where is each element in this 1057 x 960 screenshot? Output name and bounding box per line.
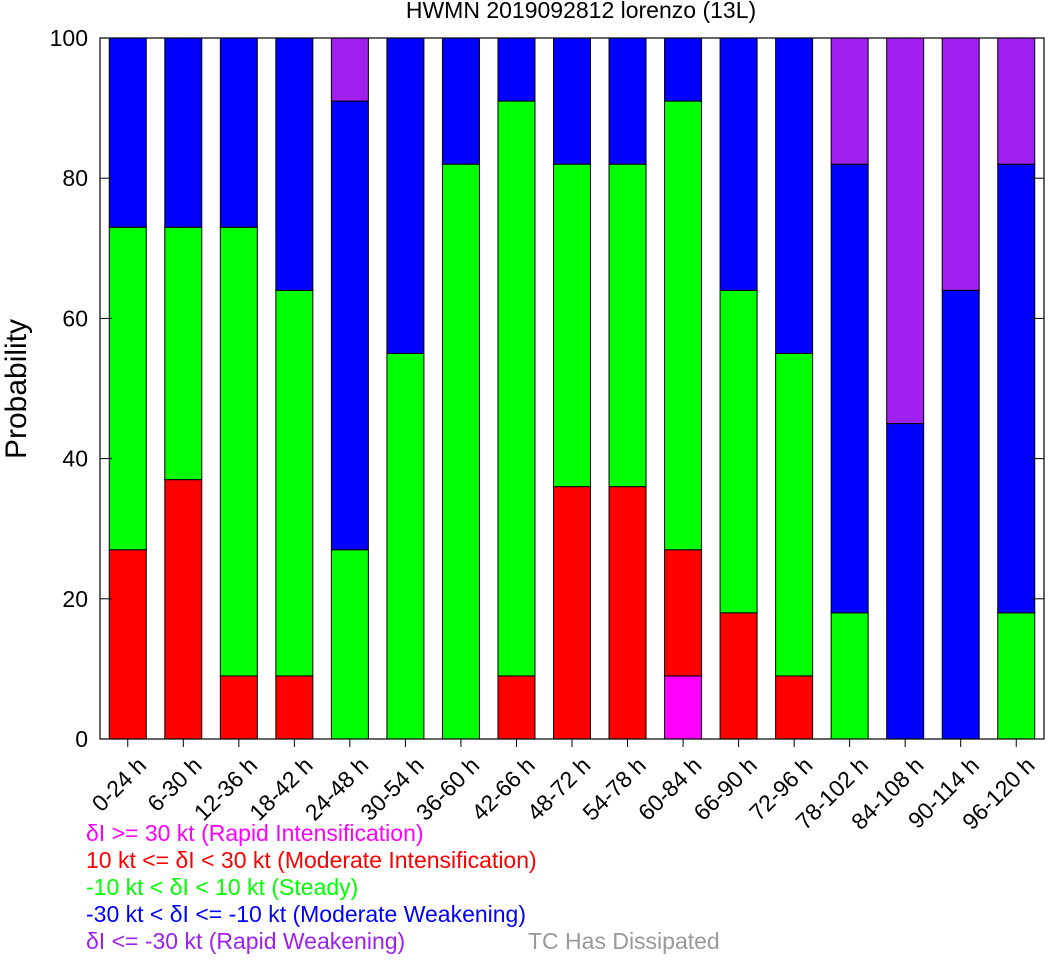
bar-segment-0-3 bbox=[108, 37, 147, 228]
bar-segment-9-1 bbox=[608, 486, 647, 740]
y-tick-label: 100 bbox=[50, 25, 88, 51]
bar-segment-10-2 bbox=[664, 100, 703, 551]
bar-segment-4-3 bbox=[330, 100, 369, 551]
bar-segment-8-3 bbox=[553, 37, 591, 165]
bar-segment-13-2 bbox=[830, 612, 869, 740]
x-tick-label: 0-24 h bbox=[87, 752, 152, 817]
legend-entry-0: δI >= 30 kt (Rapid Intensification) bbox=[86, 820, 424, 846]
bar-segment-4-2 bbox=[330, 549, 369, 740]
legend-entry-3: -30 kt < δI <= -10 kt (Moderate Weakenin… bbox=[86, 901, 527, 927]
legend: δI >= 30 kt (Rapid Intensification) 10 kt… bbox=[86, 820, 537, 955]
bar-segment-12-1 bbox=[775, 675, 814, 740]
bar-segment-4-4 bbox=[330, 37, 369, 102]
bar-segment-2-3 bbox=[219, 37, 258, 228]
bar-segment-14-4 bbox=[886, 37, 925, 425]
bar-segment-1-3 bbox=[164, 37, 203, 228]
legend-entry-4: δI <= -30 kt (Rapid Weakening) bbox=[86, 928, 406, 954]
bar-segment-2-2 bbox=[219, 226, 258, 677]
y-tick-label: 60 bbox=[62, 305, 88, 331]
bar-segment-0-1 bbox=[108, 549, 147, 740]
bar-segment-7-1 bbox=[497, 675, 536, 740]
bar-segment-5-2 bbox=[386, 352, 425, 740]
y-axis-label: Probability bbox=[0, 319, 33, 459]
y-tick-label: 80 bbox=[62, 165, 88, 191]
bar-segment-11-3 bbox=[719, 37, 758, 291]
bar-segment-5-3 bbox=[386, 37, 425, 354]
bar-segment-6-3 bbox=[441, 37, 480, 165]
legend-dissipated: TC Has Dissipated bbox=[528, 928, 720, 954]
bar-segment-16-4 bbox=[997, 37, 1036, 165]
bars-group bbox=[108, 37, 1036, 740]
legend-entry-1: 10 kt <= δI < 30 kt (Moderate Intensific… bbox=[86, 847, 537, 873]
bar-segment-11-1 bbox=[719, 612, 758, 740]
bar-segment-8-1 bbox=[553, 486, 591, 740]
bar-segment-7-2 bbox=[497, 100, 536, 677]
bar-segment-10-3 bbox=[664, 37, 703, 102]
bar-segment-2-1 bbox=[219, 675, 258, 740]
bar-segment-3-1 bbox=[275, 675, 314, 740]
bar-segment-3-3 bbox=[275, 37, 314, 291]
bar-segment-10-0 bbox=[664, 675, 703, 740]
bar-segment-11-2 bbox=[719, 289, 758, 614]
bar-segment-6-2 bbox=[441, 163, 480, 740]
y-tick-label: 40 bbox=[62, 446, 88, 472]
bar-segment-3-2 bbox=[275, 289, 314, 677]
bar-segment-16-3 bbox=[997, 163, 1036, 614]
bar-segment-10-1 bbox=[664, 549, 703, 677]
bar-segment-16-2 bbox=[997, 612, 1036, 740]
bar-segment-9-3 bbox=[608, 37, 647, 165]
legend-entry-2: -10 kt < δI < 10 kt (Steady) bbox=[86, 874, 359, 900]
bar-segment-8-2 bbox=[553, 163, 591, 488]
bar-segment-15-3 bbox=[941, 289, 980, 740]
bar-segment-12-3 bbox=[775, 37, 814, 354]
y-tick-label: 0 bbox=[75, 726, 88, 752]
plot-frame bbox=[99, 37, 1045, 740]
bar-segment-13-4 bbox=[830, 37, 869, 165]
bar-segment-13-3 bbox=[830, 163, 869, 614]
bar-segment-0-2 bbox=[108, 226, 147, 551]
bar-segment-1-2 bbox=[164, 226, 203, 481]
y-tick-label: 20 bbox=[62, 586, 88, 612]
bar-segment-14-3 bbox=[886, 423, 925, 740]
bar-segment-15-4 bbox=[941, 37, 980, 291]
bar-segment-7-3 bbox=[497, 37, 536, 102]
chart-title: HWMN 2019092812 lorenzo (13L) bbox=[406, 0, 756, 23]
bar-segment-12-2 bbox=[775, 352, 814, 677]
bar-segment-1-1 bbox=[164, 479, 203, 740]
bar-segment-9-2 bbox=[608, 163, 647, 488]
